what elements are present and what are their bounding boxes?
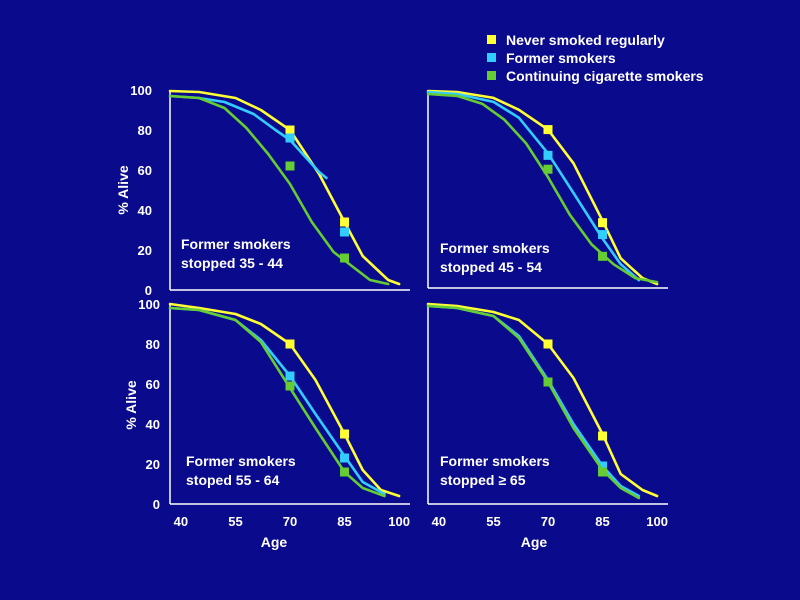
legend-label-1: Never smoked regularly [506, 32, 665, 48]
x-tick-label: 55 [228, 514, 242, 529]
x-tick-label: 70 [541, 514, 555, 529]
series-marker-2 [598, 230, 608, 240]
legend-marker-3 [487, 71, 496, 80]
y-tick-label: 20 [138, 243, 152, 258]
legend-marker-2 [487, 53, 496, 62]
series-marker-1 [543, 125, 553, 135]
panel-2: Former smokers stopped 45 - 54 [426, 89, 668, 289]
y-tick-label: 80 [146, 337, 160, 352]
y-axis-label-bottom: % Alive [123, 380, 139, 429]
series-line-1 [426, 89, 659, 286]
legend: Never smoked regularly Former smokers Cont… [487, 32, 704, 84]
series-marker-2 [340, 227, 350, 237]
x-tick-label: 100 [646, 514, 668, 529]
series-marker-2 [340, 453, 350, 463]
panel-annotation-line-2: stopped ≥ 65 [440, 472, 526, 488]
y-tick-label: 60 [138, 163, 152, 178]
series-marker-3 [598, 251, 608, 261]
legend-label-2: Former smokers [506, 50, 616, 66]
panel-3: 0 20 40 60 80 100 40 55 70 85 100 Former smokers sto… [138, 297, 410, 529]
series-marker-1 [543, 339, 553, 349]
series-marker-2 [543, 150, 553, 160]
y-tick-label: 100 [130, 83, 152, 98]
series-marker-3 [285, 381, 295, 391]
series-marker-3 [340, 467, 350, 477]
series-marker-3 [543, 164, 553, 174]
y-tick-label: 80 [138, 123, 152, 138]
series-marker-2 [285, 133, 295, 143]
panel-annotation-line-1: Former smokers [186, 453, 296, 469]
series-marker-2 [285, 371, 295, 381]
series-line-3 [426, 304, 641, 500]
series-marker-1 [285, 339, 295, 349]
panel-annotation-line-2: stopped 45 - 54 [440, 259, 542, 275]
series-marker-1 [598, 431, 608, 441]
series-marker-1 [340, 217, 350, 227]
x-tick-label: 55 [486, 514, 500, 529]
panel-annotation-line-2: stoped 55 - 64 [186, 472, 280, 488]
series-marker-3 [598, 467, 608, 477]
panels: 0 20 40 60 80 100 Former smokers stopped 35 - 4… [130, 83, 668, 529]
y-tick-label: 40 [138, 203, 152, 218]
series-marker-3 [285, 161, 295, 171]
y-tick-label: 0 [153, 497, 160, 512]
panel-annotation-line-1: Former smokers [440, 240, 550, 256]
x-tick-label: 100 [388, 514, 410, 529]
panel-annotation-line-1: Former smokers [440, 453, 550, 469]
panel-annotation-line-2: stopped 35 - 44 [181, 255, 283, 271]
series-line-1 [168, 302, 401, 498]
series-line-3 [426, 92, 659, 284]
y-tick-label: 0 [145, 283, 152, 298]
series-marker-1 [340, 429, 350, 439]
y-tick-label: 60 [146, 377, 160, 392]
panel-1: 0 20 40 60 80 100 Former smokers stopped 35 - 4… [130, 83, 410, 298]
series-marker-2 [598, 461, 608, 471]
x-axis-label-right: Age [521, 534, 548, 550]
series-line-1 [426, 302, 659, 498]
x-tick-label: 70 [283, 514, 297, 529]
series-marker-3 [543, 377, 553, 387]
panel-4: 40 55 70 85 100 Former smokers stopped ≥ 65 [426, 302, 668, 529]
y-tick-label: 40 [146, 417, 160, 432]
y-axis-label-top: % Alive [115, 165, 131, 214]
series-marker-1 [598, 218, 608, 228]
panel-annotation-line-1: Former smokers [181, 236, 291, 252]
x-tick-label: 85 [337, 514, 351, 529]
legend-marker-1 [487, 35, 496, 44]
x-tick-label: 40 [174, 514, 188, 529]
series-line-1 [168, 89, 401, 286]
y-tick-label: 100 [138, 297, 160, 312]
x-tick-label: 85 [595, 514, 609, 529]
series-line-3 [168, 94, 390, 286]
series-marker-1 [285, 125, 295, 135]
series-line-2 [168, 94, 328, 180]
series-marker-3 [340, 253, 350, 263]
y-tick-label: 20 [146, 457, 160, 472]
x-axis-label-left: Age [261, 534, 288, 550]
legend-label-3: Continuing cigarette smokers [506, 68, 704, 84]
x-tick-label: 40 [432, 514, 446, 529]
